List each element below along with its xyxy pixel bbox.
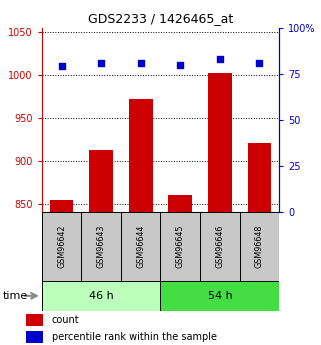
Text: percentile rank within the sample: percentile rank within the sample — [52, 333, 217, 342]
Bar — [89, 150, 113, 212]
Bar — [129, 99, 152, 212]
Text: GSM96646: GSM96646 — [215, 225, 224, 268]
Text: GSM96643: GSM96643 — [97, 225, 106, 268]
Bar — [160, 212, 200, 281]
Bar — [169, 195, 192, 212]
Bar — [81, 212, 121, 281]
Text: time: time — [3, 291, 29, 301]
Bar — [160, 281, 279, 310]
Bar — [208, 73, 232, 212]
Point — [257, 60, 262, 66]
Bar — [121, 212, 160, 281]
Text: GSM96645: GSM96645 — [176, 225, 185, 268]
Bar — [26, 331, 43, 343]
Text: count: count — [52, 315, 79, 325]
Title: GDS2233 / 1426465_at: GDS2233 / 1426465_at — [88, 12, 233, 25]
Point — [99, 60, 104, 66]
Text: GSM96648: GSM96648 — [255, 225, 264, 268]
Point — [217, 56, 222, 62]
Point — [138, 60, 143, 66]
Bar — [240, 212, 279, 281]
Text: GSM96642: GSM96642 — [57, 225, 66, 268]
Bar — [247, 142, 271, 212]
Point — [59, 63, 64, 69]
Text: 46 h: 46 h — [89, 291, 114, 301]
Bar — [50, 200, 74, 212]
Text: 54 h: 54 h — [207, 291, 232, 301]
Bar — [42, 212, 81, 281]
Point — [178, 62, 183, 67]
Text: GSM96644: GSM96644 — [136, 225, 145, 268]
Bar — [26, 314, 43, 326]
Bar — [200, 212, 240, 281]
Bar — [42, 281, 160, 310]
